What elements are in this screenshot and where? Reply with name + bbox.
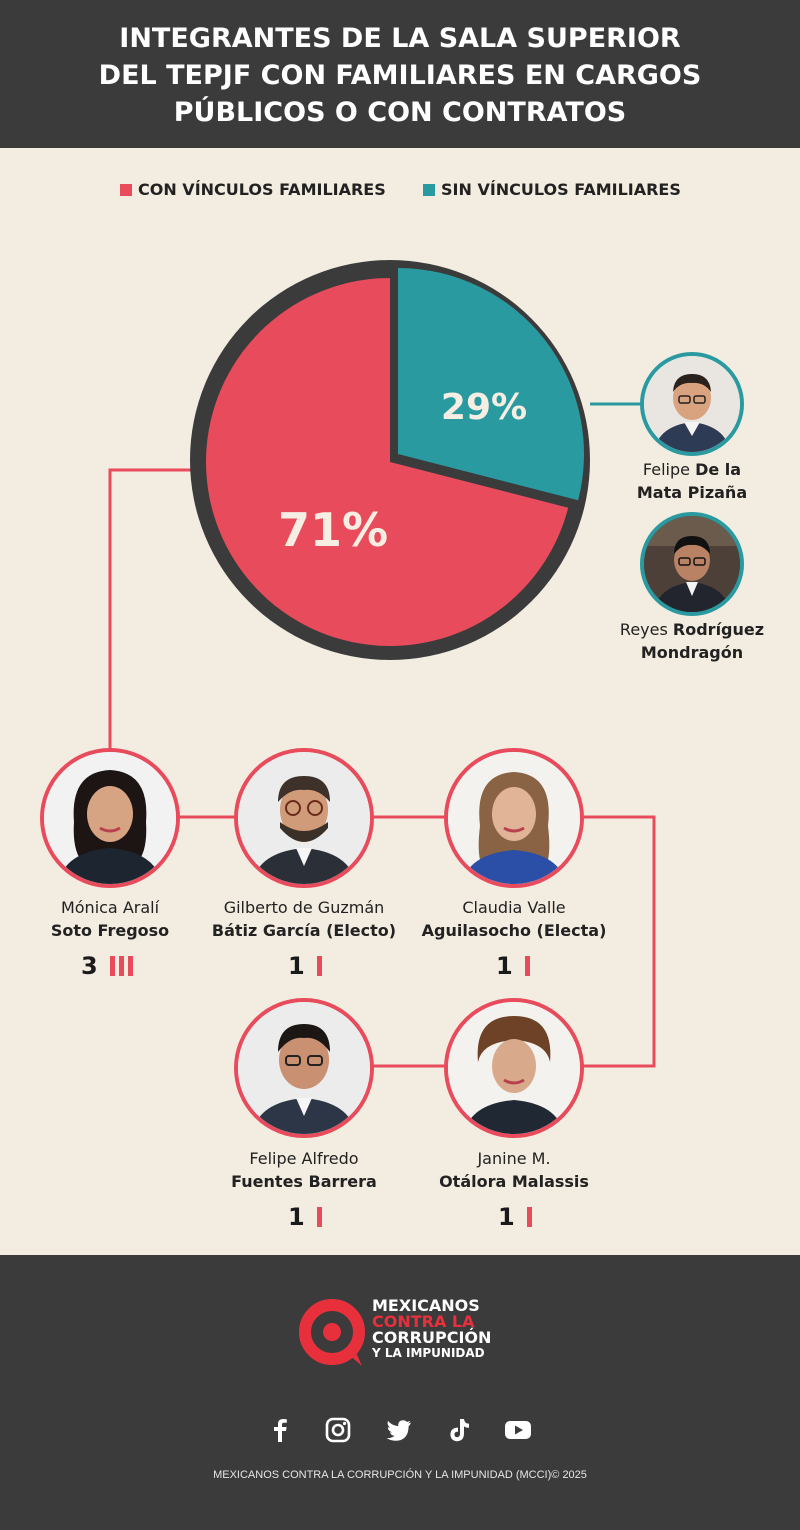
member-soto-fregoso: Mónica Aralí Soto Fregoso bbox=[10, 896, 210, 942]
portrait-icon bbox=[238, 752, 370, 884]
count-valle: 1 bbox=[496, 952, 530, 980]
logo-line-2: CONTRA LA bbox=[372, 1312, 475, 1331]
member-de-la-mata-line1: Felipe De la bbox=[610, 458, 774, 481]
portrait-icon bbox=[448, 1002, 580, 1134]
avatar-otalora bbox=[444, 998, 584, 1138]
member-rodriguez-first: Reyes bbox=[619, 620, 673, 639]
twitter-icon[interactable] bbox=[383, 1414, 415, 1446]
avatar-valle bbox=[444, 748, 584, 888]
tally-marks bbox=[305, 952, 322, 980]
pie-slice-without-ties-label: 29% bbox=[441, 387, 527, 428]
copyright-text: MEXICANOS CONTRA LA CORRUPCIÓN Y LA IMPU… bbox=[213, 1469, 587, 1481]
tally-mark bbox=[526, 1207, 532, 1227]
pie-slice-with-ties-label: 71% bbox=[278, 503, 388, 557]
member-otalora-first: Janine M. bbox=[477, 1149, 551, 1168]
title-line-2: DEL TEPJF CON FAMILIARES EN CARGOS bbox=[98, 60, 702, 91]
pie-slice-with-ties bbox=[206, 278, 569, 646]
connector-member-3-5 bbox=[582, 815, 656, 1068]
legend-label-without-ties: SIN VÍNCULOS FAMILIARES bbox=[441, 180, 681, 199]
pie-slices bbox=[190, 260, 590, 660]
connector-lines bbox=[108, 402, 656, 1068]
header-bar bbox=[0, 0, 800, 148]
title-line-3: PÚBLICOS O CON CONTRATOS bbox=[173, 97, 627, 128]
portrait-icon bbox=[238, 1002, 370, 1134]
member-de-la-mata-first: Felipe bbox=[642, 460, 696, 479]
member-rodriguez-line1: Reyes Rodríguez bbox=[600, 618, 784, 641]
page-title: INTEGRANTES DE LA SALA SUPERIOR DEL TEPJ… bbox=[0, 20, 800, 131]
count-value: 1 bbox=[496, 952, 513, 980]
legend-label-with-ties: CON VÍNCULOS FAMILIARES bbox=[138, 180, 386, 199]
member-fuentes-first: Felipe Alfredo bbox=[249, 1149, 359, 1168]
member-rodriguez-line2: Mondragón bbox=[640, 643, 744, 662]
legend-with-ties: CON VÍNCULOS FAMILIARES bbox=[120, 180, 386, 199]
title-line-1: INTEGRANTES DE LA SALA SUPERIOR bbox=[119, 23, 681, 54]
pie-labels: 29% 71% bbox=[278, 387, 527, 557]
avatar-fuentes bbox=[234, 998, 374, 1138]
tally-marks bbox=[513, 952, 530, 980]
member-valle: Claudia Valle Aguilasocho (Electa) bbox=[404, 896, 624, 942]
portrait-icon bbox=[44, 752, 176, 884]
member-valle-first: Claudia Valle bbox=[462, 898, 566, 917]
count-fuentes: 1 bbox=[288, 1203, 322, 1231]
member-batiz-first: Gilberto de Guzmán bbox=[223, 898, 385, 917]
pie-chart: 29% 71% bbox=[108, 260, 656, 1068]
tally-mark bbox=[118, 956, 124, 976]
count-value: 1 bbox=[498, 1203, 515, 1231]
count-batiz: 1 bbox=[288, 952, 322, 980]
member-rodriguez: Reyes Rodríguez Mondragón bbox=[600, 618, 784, 664]
member-rodriguez-bold: Rodríguez bbox=[672, 620, 765, 639]
tally-mark bbox=[524, 956, 530, 976]
portrait-icon bbox=[644, 516, 740, 612]
legend-swatch-without-ties bbox=[423, 184, 435, 196]
pie-slice-without-ties bbox=[398, 268, 584, 501]
avatar-rodriguez bbox=[640, 512, 744, 616]
member-soto-fregoso-first: Mónica Aralí bbox=[60, 898, 160, 917]
tally-mark bbox=[109, 956, 115, 976]
member-batiz-last: Bátiz García (Electo) bbox=[211, 921, 397, 940]
count-value: 1 bbox=[288, 952, 305, 980]
logo-line-4: Y LA IMPUNIDAD bbox=[372, 1346, 485, 1360]
mcci-logo-text: MEXICANOS CONTRA LA CORRUPCIÓN Y LA IMPU… bbox=[372, 1298, 491, 1361]
tally-mark bbox=[316, 956, 322, 976]
mcci-logo-icon bbox=[299, 1299, 365, 1366]
member-fuentes-last: Fuentes Barrera bbox=[231, 1172, 377, 1191]
count-otalora: 1 bbox=[498, 1203, 532, 1231]
avatar-soto-fregoso bbox=[40, 748, 180, 888]
member-batiz: Gilberto de Guzmán Bátiz García (Electo) bbox=[194, 896, 414, 942]
count-value: 3 bbox=[81, 952, 98, 980]
youtube-icon[interactable] bbox=[502, 1414, 534, 1446]
instagram-icon[interactable] bbox=[322, 1414, 354, 1446]
tally-marks bbox=[515, 1203, 532, 1231]
tally-mark bbox=[127, 956, 133, 976]
tally-marks bbox=[305, 1203, 322, 1231]
connector-pie-to-members bbox=[108, 468, 194, 760]
tally-marks bbox=[98, 952, 133, 980]
tiktok-icon[interactable] bbox=[443, 1414, 475, 1446]
legend-without-ties: SIN VÍNCULOS FAMILIARES bbox=[423, 180, 681, 199]
member-de-la-mata-bold: De la bbox=[695, 460, 742, 479]
member-de-la-mata: Felipe De la Mata Pizaña bbox=[610, 458, 774, 504]
count-soto-fregoso: 3 bbox=[81, 952, 133, 980]
legend-swatch-with-ties bbox=[120, 184, 132, 196]
tally-mark bbox=[316, 1207, 322, 1227]
member-de-la-mata-line2: Mata Pizaña bbox=[636, 483, 748, 502]
logo-line-3: CORRUPCIÓN bbox=[372, 1328, 492, 1347]
footer bbox=[0, 1255, 800, 1530]
portrait-icon bbox=[644, 356, 740, 452]
portrait-icon bbox=[448, 752, 580, 884]
avatar-batiz bbox=[234, 748, 374, 888]
avatar-de-la-mata bbox=[640, 352, 744, 456]
member-fuentes: Felipe Alfredo Fuentes Barrera bbox=[194, 1147, 414, 1193]
count-value: 1 bbox=[288, 1203, 305, 1231]
member-valle-last: Aguilasocho (Electa) bbox=[421, 921, 607, 940]
member-otalora-last: Otálora Malassis bbox=[439, 1172, 589, 1191]
member-soto-fregoso-last: Soto Fregoso bbox=[50, 921, 170, 940]
member-otalora: Janine M. Otálora Malassis bbox=[404, 1147, 624, 1193]
facebook-icon[interactable] bbox=[264, 1414, 296, 1446]
logo-line-1: MEXICANOS bbox=[372, 1296, 480, 1315]
